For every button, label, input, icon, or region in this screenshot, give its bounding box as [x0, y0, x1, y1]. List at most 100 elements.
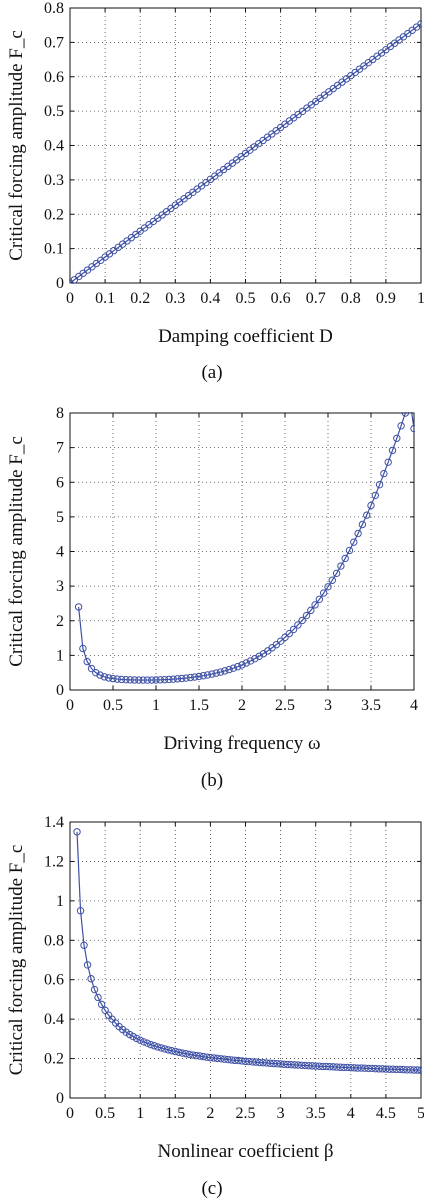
data-point: [378, 1065, 387, 1073]
x-tick-label: 4.5: [376, 1105, 396, 1122]
y-tick-label: 4: [56, 544, 64, 561]
data-point: [97, 1000, 106, 1009]
x-tick-label: 3: [277, 1105, 285, 1122]
data-point: [368, 1064, 376, 1073]
data-point: [156, 676, 165, 684]
x-tick-label: 5: [417, 1105, 424, 1122]
data-point: [333, 1063, 341, 1071]
data-point: [221, 667, 229, 675]
x-tick-label: 1: [152, 697, 160, 714]
data-point: [324, 583, 332, 591]
data-point: [105, 674, 113, 682]
data-point: [301, 1061, 309, 1070]
data-point: [161, 1045, 169, 1053]
x-tick-label: 0.6: [271, 290, 291, 307]
data-point: [79, 644, 87, 653]
data-point: [367, 501, 375, 510]
data-point: [135, 676, 143, 684]
data-point: [73, 828, 81, 836]
data-point: [100, 673, 109, 681]
data-point: [361, 1064, 369, 1072]
x-tick-label: 3: [324, 697, 332, 714]
data-point: [83, 961, 92, 969]
x-tick-label: 4: [410, 697, 418, 714]
data-point: [269, 1059, 278, 1068]
y-tick-label: 0: [56, 1090, 64, 1107]
data-point: [312, 1062, 320, 1070]
y-tick-label: 6: [56, 474, 64, 491]
data-point: [203, 671, 212, 679]
data-point: [294, 1061, 302, 1069]
data-point: [234, 1056, 243, 1065]
data-point: [90, 985, 99, 994]
data-point: [417, 1066, 422, 1074]
y-tick-label: 1.2: [44, 853, 64, 870]
x-tick-label: 1: [136, 1105, 144, 1122]
data-point: [168, 1046, 176, 1055]
x-tick-label: 1.5: [189, 697, 209, 714]
data-point: [152, 676, 160, 684]
y-tick-label: 2: [56, 613, 64, 630]
x-axis-label: Driving frequency ω: [163, 733, 320, 754]
y-tick-label: 7: [56, 440, 64, 457]
x-tick-label: 2.5: [236, 1105, 256, 1122]
data-point: [399, 1065, 408, 1074]
data-point: [410, 424, 415, 433]
data-point: [216, 668, 225, 676]
y-axis-label: Critical forcing amplitude F_c: [6, 436, 27, 667]
data-point: [213, 1054, 222, 1063]
data-point: [307, 606, 315, 615]
y-tick-label: 0.4: [44, 138, 64, 155]
data-point: [308, 1062, 316, 1070]
data-point: [388, 446, 397, 455]
x-tick-label: 1: [417, 290, 424, 307]
y-tick-label: 0.3: [44, 172, 64, 189]
x-tick-label: 0.5: [95, 1105, 115, 1122]
data-point: [285, 629, 293, 638]
data-point: [363, 511, 371, 519]
data-point: [389, 1065, 397, 1073]
panel-caption: (c): [201, 1178, 222, 1199]
data-point: [252, 1058, 260, 1066]
data-point: [397, 422, 405, 430]
y-tick-label: 3: [56, 578, 64, 595]
data-point: [417, 20, 422, 28]
x-tick-label: 0.4: [200, 290, 220, 307]
data-point: [248, 1058, 257, 1066]
x-tick-label: 4: [347, 1105, 355, 1122]
x-axis-label: Nonlinear coefficient β: [157, 1141, 333, 1162]
data-point: [238, 1057, 246, 1065]
data-point: [281, 633, 289, 642]
x-tick-label: 3.5: [306, 1105, 326, 1122]
data-point: [212, 669, 220, 677]
x-tick-label: 2: [206, 1105, 214, 1122]
data-point: [273, 1059, 281, 1068]
data-point: [403, 1066, 411, 1074]
series-line: [78, 412, 415, 681]
data-point: [242, 659, 251, 667]
data-point: [410, 1066, 418, 1074]
data-point: [147, 1040, 155, 1049]
data-point: [375, 1065, 383, 1073]
data-point: [350, 538, 358, 546]
panel-caption: (b): [201, 770, 223, 791]
data-point: [413, 1066, 422, 1074]
data-point: [132, 1034, 141, 1043]
data-point: [192, 1051, 201, 1060]
data-series: [69, 20, 422, 284]
y-tick-label: 1: [56, 647, 64, 664]
data-point: [143, 1039, 151, 1047]
data-point: [337, 562, 345, 570]
data-point: [396, 1065, 404, 1074]
data-point: [385, 1065, 394, 1073]
data-point: [297, 1061, 306, 1069]
data-point: [407, 396, 413, 402]
data-point: [157, 1044, 165, 1052]
y-tick-label: 0.2: [44, 206, 64, 223]
data-point: [262, 1059, 271, 1067]
x-tick-label: 2.5: [275, 697, 295, 714]
data-point: [80, 941, 88, 949]
data-series: [73, 828, 422, 1074]
data-point: [322, 1062, 330, 1071]
panel-caption: (a): [201, 362, 222, 383]
